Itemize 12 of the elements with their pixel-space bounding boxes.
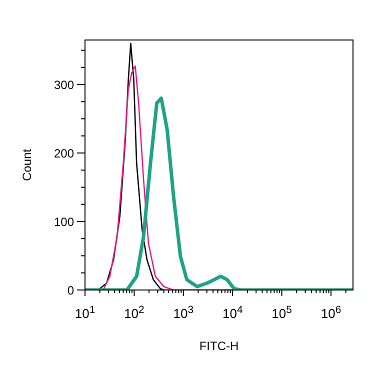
y-tick-label: 300 [54, 78, 74, 92]
x-tick-label: 10$^{6}$ [320, 304, 342, 321]
x-tick-label: 10$^{4}$ [222, 304, 243, 321]
x-axis-title: FITC-H [199, 339, 239, 353]
y-tick-label: 200 [54, 146, 74, 161]
x-tick-label: 10$^{2}$ [124, 304, 145, 321]
y-tick-label: 100 [54, 215, 74, 230]
x-tick-label: 10$^{5}$ [272, 304, 292, 321]
y-axis-title: Count [20, 148, 34, 182]
y-tick-label: 0 [67, 284, 74, 298]
x-tick-label: 10$^{3}$ [173, 304, 194, 321]
x-tick-label: 10$^{1}$ [74, 304, 96, 321]
